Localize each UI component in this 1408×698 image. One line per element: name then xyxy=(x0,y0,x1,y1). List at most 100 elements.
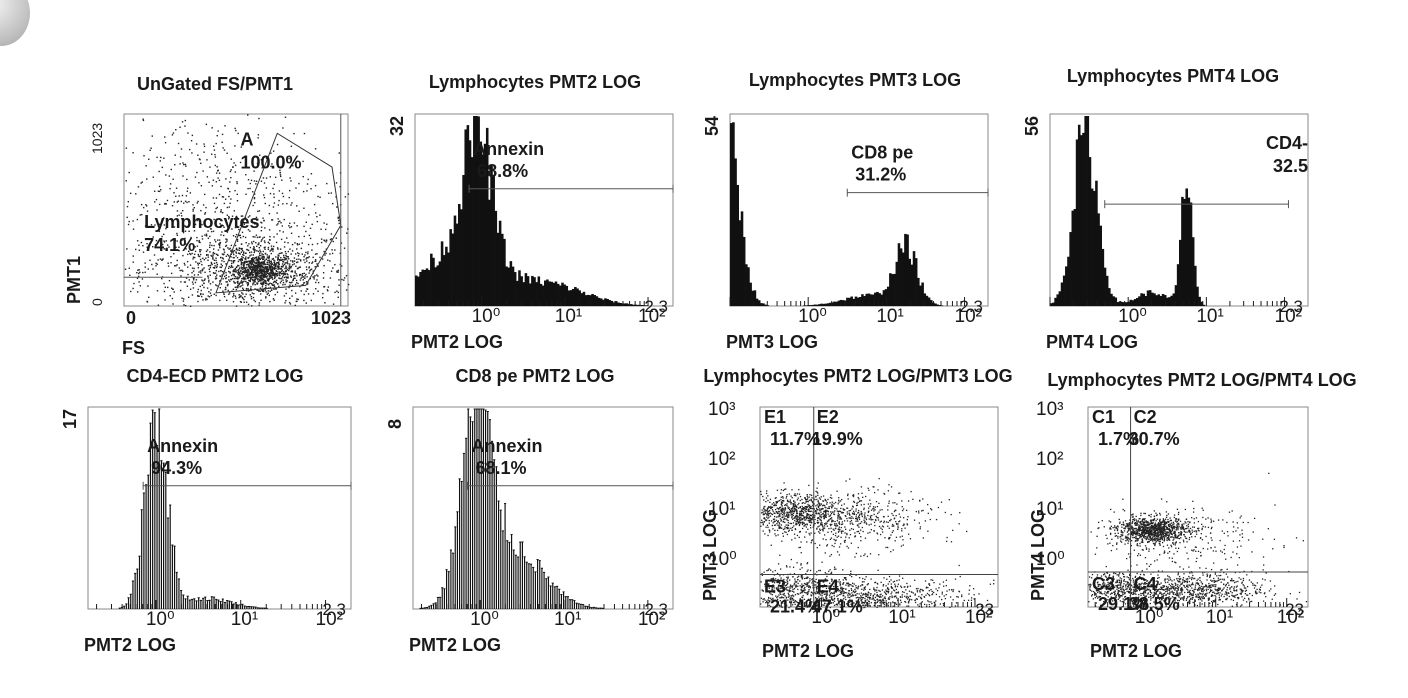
event-dot xyxy=(167,262,169,264)
event-dot xyxy=(215,142,217,145)
event-dot xyxy=(838,526,841,528)
event-dot xyxy=(234,127,236,130)
event-dot xyxy=(829,518,831,520)
event-dot xyxy=(244,278,247,280)
event-dot xyxy=(230,198,232,200)
event-dot xyxy=(791,509,794,511)
event-dot xyxy=(274,273,277,276)
event-dot xyxy=(822,508,824,510)
event-dot xyxy=(838,554,841,556)
chart-title: UnGated FS/PMT1 xyxy=(137,74,293,94)
event-dot xyxy=(230,250,232,252)
event-dot xyxy=(259,276,262,279)
event-dot xyxy=(915,510,917,513)
event-dot xyxy=(254,266,256,268)
histogram-bar xyxy=(449,229,452,306)
event-dot xyxy=(192,258,194,260)
event-dot xyxy=(769,531,771,533)
event-dot xyxy=(874,581,876,584)
event-dot xyxy=(181,297,183,299)
event-dot xyxy=(860,529,862,531)
event-dot xyxy=(248,261,251,263)
event-dot xyxy=(893,590,896,592)
event-dot xyxy=(806,593,808,595)
event-dot xyxy=(184,264,186,266)
event-dot xyxy=(795,522,797,525)
event-dot xyxy=(798,516,800,518)
event-dot xyxy=(152,268,154,270)
event-dot xyxy=(288,301,291,304)
event-dot xyxy=(258,243,260,246)
event-dot xyxy=(806,577,809,579)
event-dot xyxy=(777,521,779,523)
event-dot xyxy=(810,518,813,520)
event-dot xyxy=(208,268,210,270)
event-dot xyxy=(942,604,945,606)
event-dot xyxy=(226,206,229,209)
event-dot xyxy=(846,532,848,535)
gate-value: 32.5 xyxy=(1273,156,1308,176)
event-dot xyxy=(128,267,131,269)
event-dot xyxy=(288,225,290,227)
event-dot xyxy=(154,224,156,226)
event-dot xyxy=(142,118,144,120)
event-dot xyxy=(820,503,822,505)
event-dot xyxy=(861,588,863,590)
event-dot xyxy=(933,581,935,584)
event-dot xyxy=(792,514,794,517)
event-dot xyxy=(215,277,218,280)
event-dot xyxy=(841,523,844,525)
event-dot xyxy=(950,541,953,543)
histogram-bar xyxy=(580,293,584,306)
event-dot xyxy=(897,591,900,593)
histogram-bar xyxy=(1052,302,1055,306)
event-dot xyxy=(259,154,261,156)
event-dot xyxy=(275,265,277,267)
event-dot xyxy=(883,600,885,602)
event-dot xyxy=(213,244,215,247)
event-dot xyxy=(171,297,174,300)
event-dot xyxy=(837,531,840,533)
event-dot xyxy=(213,252,216,255)
event-dot xyxy=(933,601,935,604)
event-dot xyxy=(825,580,827,582)
event-dot xyxy=(815,512,817,515)
event-dot xyxy=(779,507,781,509)
event-dot xyxy=(251,276,254,279)
event-dot xyxy=(140,182,142,184)
event-dot xyxy=(907,597,909,599)
event-dot xyxy=(166,286,169,289)
event-dot xyxy=(837,598,839,600)
event-dot xyxy=(763,499,765,501)
event-dot xyxy=(304,261,306,264)
event-dot xyxy=(860,521,863,523)
histogram-bar xyxy=(1056,294,1059,306)
event-dot xyxy=(797,522,800,524)
event-dot xyxy=(172,132,175,134)
event-dot xyxy=(239,253,241,255)
event-dot xyxy=(904,595,906,598)
event-dot xyxy=(839,593,841,596)
event-dot xyxy=(246,271,249,273)
event-dot xyxy=(855,510,857,512)
event-dot xyxy=(179,126,181,128)
event-dot xyxy=(275,273,278,275)
event-dot xyxy=(848,590,850,592)
event-dot xyxy=(775,605,778,607)
event-dot xyxy=(897,592,899,594)
event-dot xyxy=(253,196,256,199)
event-dot xyxy=(842,579,844,581)
event-dot xyxy=(796,534,799,537)
event-dot xyxy=(330,238,333,240)
event-dot xyxy=(246,274,248,276)
event-dot xyxy=(863,521,866,524)
event-dot xyxy=(237,249,239,251)
histogram-bar xyxy=(518,270,521,306)
event-dot xyxy=(221,133,224,136)
event-dot xyxy=(802,508,804,510)
event-dot xyxy=(260,261,262,264)
event-dot xyxy=(829,606,832,609)
event-dot xyxy=(856,592,858,595)
event-dot xyxy=(219,299,221,302)
event-dot xyxy=(836,510,839,512)
